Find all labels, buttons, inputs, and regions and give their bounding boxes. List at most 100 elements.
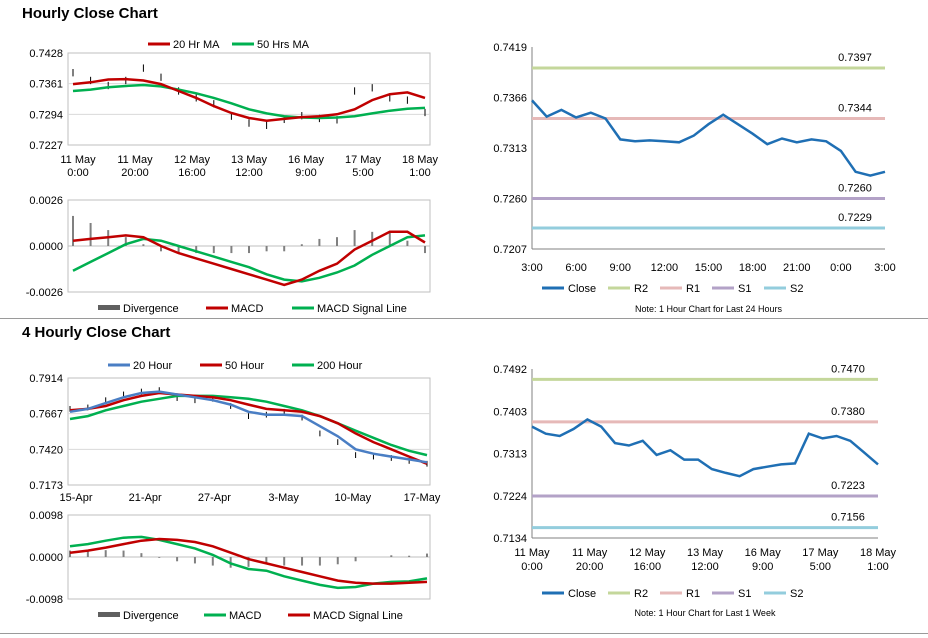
four-hourly-section-title: 4 Hourly Close Chart: [22, 324, 171, 341]
hourly-levels-x-tick-label: 9:00: [610, 262, 631, 274]
four-hourly-price-y-tick-label: 0.7173: [29, 480, 63, 492]
four-hourly-levels-x-tick-label: 13 May: [687, 547, 724, 559]
four-hourly-levels-x-tick-label: 12:00: [691, 561, 719, 573]
four-hourly-x-tick-label: 3-May: [268, 492, 299, 504]
four-hourly-levels-x-tick-label: 12 May: [629, 547, 666, 559]
hourly-levels-chart: 0.7419 0.7366 0.7313 0.7260 0.7207 0.7397 0.73…: [493, 42, 895, 314]
four-hourly-levels-level-r1-label: 0.7380: [831, 406, 865, 418]
four-hourly-macd-line: [69, 535, 428, 590]
four-hourly-levels-legend-label-r1: R1: [686, 588, 700, 600]
four-hourly-levels-legend-label-s1: S1: [738, 588, 751, 600]
hourly-macd-y-tick-label: 0.0000: [29, 241, 63, 253]
hourly-levels-legend-label-s1: S1: [738, 283, 751, 295]
four-hourly-levels-note: Note: 1 Hour Chart for Last 1 Week: [635, 608, 776, 618]
hourly-section-title: Hourly Close Chart: [22, 5, 158, 22]
hourly-price-y-tick-label: 0.7294: [29, 109, 63, 121]
hourly-levels-level-r2-label: 0.7397: [838, 52, 872, 64]
four-hourly-levels-x-tick-label: 16:00: [634, 561, 662, 573]
four-hourly-levels-x-tick-label: 11 May: [572, 547, 608, 559]
hourly-levels-legend-label-r2: R2: [634, 283, 648, 295]
hourly-x-tick-label: 0:00: [67, 167, 88, 179]
hourly-macd-line: [72, 230, 426, 287]
hourly-levels-level-s2-label: 0.7229: [838, 212, 872, 224]
four-hourly-levels-level-s2-label: 0.7156: [831, 512, 865, 524]
hourly-levels-y-tick-label: 0.7366: [493, 93, 527, 105]
hourly-x-tick-label: 11 May: [60, 154, 96, 166]
four-hourly-levels-y-tick-label: 0.7313: [493, 449, 527, 461]
four-hourly-levels-x-tick-label: 17 May: [802, 547, 839, 559]
hourly-x-tick-label: 13 May: [231, 154, 268, 166]
hourly-levels-x-tick-label: 21:00: [783, 262, 811, 274]
four-hourly-x-tick-label: 17-May: [404, 492, 441, 504]
hourly-levels-y-tick-label: 0.7313: [493, 143, 527, 155]
four-hourly-price-y-tick-label: 0.7914: [29, 373, 63, 385]
hourly-macd-y-tick-label: -0.0026: [26, 287, 63, 299]
four-hourly-ma20-line: [69, 390, 428, 464]
four-hourly-levels-y-tick-label: 0.7492: [493, 364, 527, 376]
hourly-levels-x-tick-label: 15:00: [695, 262, 723, 274]
hourly-levels-x-tick-label: 3:00: [521, 262, 542, 274]
four-hourly-levels-level-r2-label: 0.7470: [831, 363, 865, 375]
hourly-levels-close-line: [531, 99, 886, 177]
hourly-x-tick-label: 20:00: [121, 167, 149, 179]
hourly-macd-legend-label-divergence: Divergence: [123, 303, 179, 315]
hourly-macd-signal-line: [72, 234, 426, 283]
hourly-levels-y-tick-label: 0.7207: [493, 244, 527, 256]
hourly-ma20-line: [72, 77, 426, 122]
hourly-price-y-tick-label: 0.7361: [29, 79, 63, 91]
four-hourly-price-legend-label-200-hour: 200 Hour: [317, 360, 363, 372]
hourly-x-tick-label: 16 May: [288, 154, 325, 166]
four-hourly-x-tick-label: 15-Apr: [59, 492, 92, 504]
hourly-x-tick-label: 12:00: [235, 167, 263, 179]
hourly-price-y-tick-label: 0.7227: [29, 140, 63, 152]
four-hourly-levels-y-tick-label: 0.7134: [493, 533, 527, 545]
four-hourly-ma50-line: [69, 391, 428, 465]
hourly-x-tick-label: 18 May: [402, 154, 439, 166]
hourly-x-tick-label: 1:00: [409, 167, 430, 179]
four-hourly-levels-x-tick-label: 16 May: [745, 547, 782, 559]
hourly-x-tick-label: 9:00: [295, 167, 316, 179]
hourly-levels-level-s1-label: 0.7260: [838, 183, 872, 195]
hourly-macd-y-tick-label: 0.0026: [29, 195, 63, 207]
four-hourly-levels-x-tick-label: 5:00: [810, 561, 831, 573]
four-hourly-levels-x-tick-label: 11 May: [514, 547, 550, 559]
four-hourly-macd-chart: 0.0098 0.0000 -0.0098 Divergence MACD MACD Si…: [26, 510, 431, 622]
hourly-levels-x-tick-label: 18:00: [739, 262, 767, 274]
hourly-macd-legend-swatch-divergence: [98, 305, 120, 310]
four-hourly-price-y-tick-label: 0.7420: [29, 444, 63, 456]
four-hourly-levels-x-tick-label: 20:00: [576, 561, 604, 573]
four-hourly-levels-y-tick-label: 0.7224: [493, 491, 527, 503]
hourly-levels-legend-label-close: Close: [568, 283, 596, 295]
hourly-levels-legend-label-r1: R1: [686, 283, 700, 295]
hourly-levels-level-r1-label: 0.7344: [838, 102, 872, 114]
four-hourly-levels-x-tick-label: 9:00: [752, 561, 773, 573]
four-hourly-macd-y-tick-label: 0.0000: [29, 552, 63, 564]
four-hourly-macd-y-tick-label: -0.0098: [26, 594, 63, 606]
four-hourly-levels-level-s1-label: 0.7223: [831, 480, 865, 492]
four-hourly-macd-signal-line: [69, 537, 428, 585]
hourly-plot-area: [67, 52, 431, 146]
four-hourly-x-tick-label: 27-Apr: [198, 492, 231, 504]
four-hourly-macd-legend-label-macd-signal-line: MACD Signal Line: [313, 610, 403, 622]
four-hourly-levels-close-line: [531, 418, 879, 478]
four-hourly-x-tick-label: 10-May: [334, 492, 371, 504]
four-hourly-levels-chart: 0.7492 0.7403 0.7313 0.7224 0.7134 0.7470 0.73…: [493, 363, 897, 618]
four-hourly-plot-area: [67, 377, 431, 486]
hourly-price-legend-label-20-hr-ma: 20 Hr MA: [173, 39, 220, 51]
section-divider: [0, 318, 928, 319]
four-hourly-levels-legend-label-close: Close: [568, 588, 596, 600]
four-hourly-x-tick-label: 21-Apr: [129, 492, 162, 504]
hourly-x-tick-label: 17 May: [345, 154, 382, 166]
hourly-macd-legend-label-macd: MACD: [231, 303, 263, 315]
four-hourly-levels-y-tick-label: 0.7403: [493, 406, 527, 418]
hourly-x-tick-label: 5:00: [352, 167, 373, 179]
hourly-x-tick-label: 12 May: [174, 154, 211, 166]
four-hourly-levels-legend-label-r2: R2: [634, 588, 648, 600]
four-hourly-levels-x-tick-label: 18 May: [860, 547, 897, 559]
four-hourly-price-legend-label-50-hour: 50 Hour: [225, 360, 264, 372]
four-hourly-macd-legend-swatch-divergence: [98, 612, 120, 617]
hourly-macd-chart: 0.0026 0.0000 -0.0026 Divergence MACD MACD Si…: [26, 195, 431, 315]
four-hourly-macd-y-tick-label: 0.0098: [29, 510, 63, 522]
four-hourly-price-legend-label-20-hour: 20 Hour: [133, 360, 172, 372]
four-hourly-levels-x-tick-label: 1:00: [867, 561, 888, 573]
